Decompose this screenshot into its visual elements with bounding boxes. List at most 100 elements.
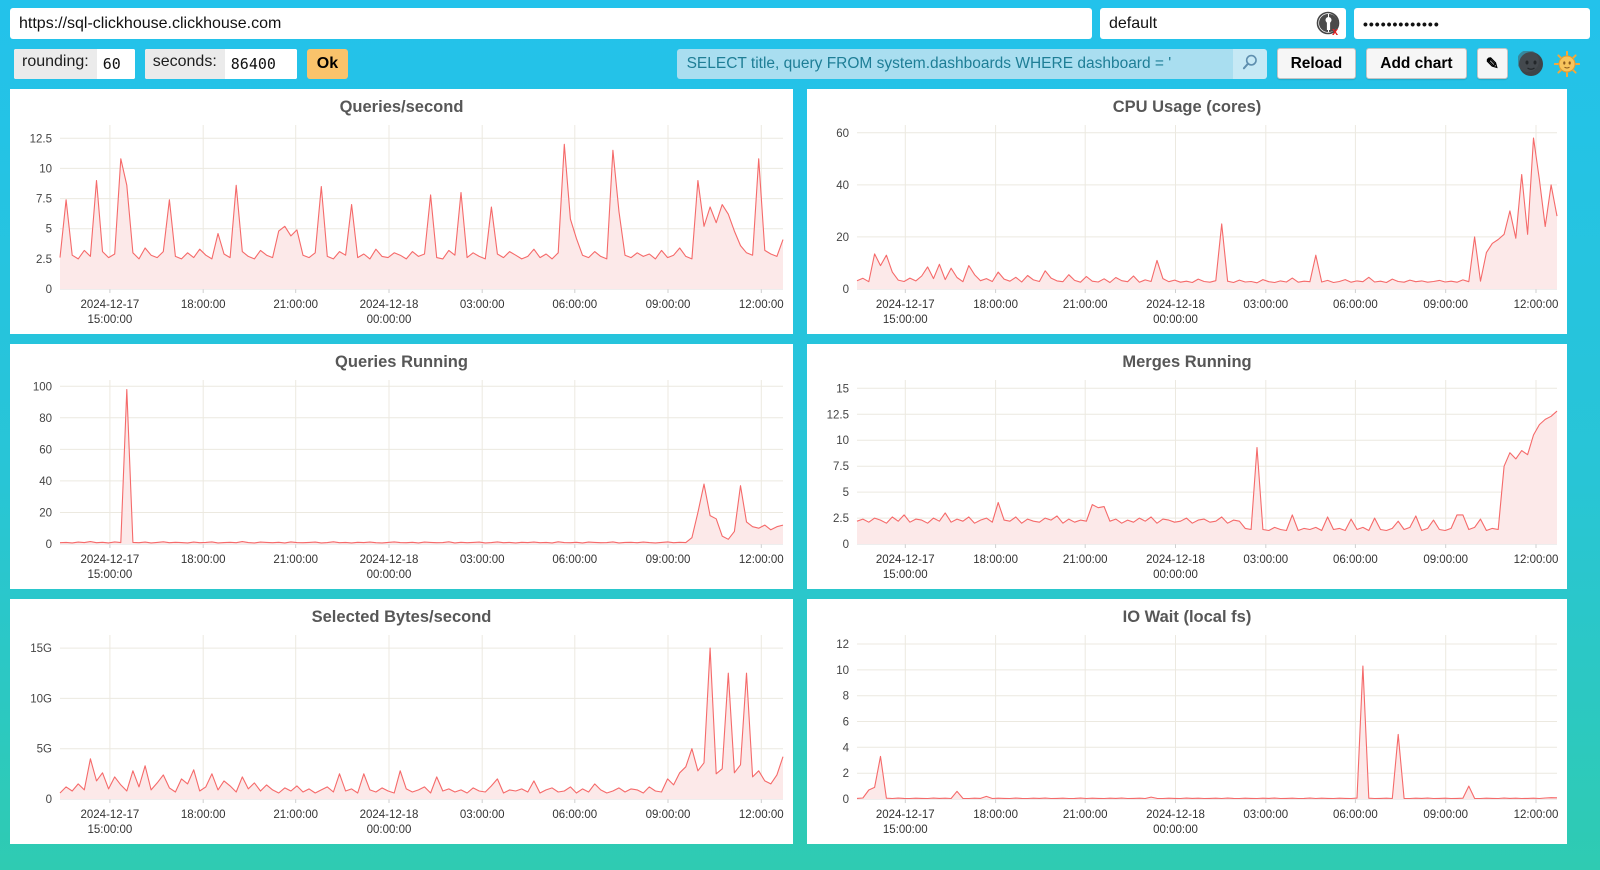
username-field-wrap: x bbox=[1100, 8, 1346, 39]
queries-per-second-plot[interactable]: 0 2.5 5 7.5 10 12.5 2024-12-17 15:00:00 18:00:00… bbox=[10, 119, 793, 331]
merges-running-plot[interactable]: 0 2.5 5 7.5 10 12.5 15 2024-12-17 15:00:00 18:00:… bbox=[807, 374, 1567, 586]
rounding-param: rounding: bbox=[14, 48, 135, 79]
selected-bytes-plot[interactable]: 0 5G 10G 15G 2024-12-17 15:00:00 18:00:00 21:00… bbox=[10, 629, 793, 841]
svg-text:7.5: 7.5 bbox=[36, 194, 52, 206]
pencil-icon: ✎ bbox=[1485, 55, 1499, 73]
svg-text:06:00:00: 06:00:00 bbox=[552, 809, 597, 821]
svg-text:12: 12 bbox=[836, 639, 849, 651]
svg-text:0: 0 bbox=[46, 794, 52, 806]
svg-text:06:00:00: 06:00:00 bbox=[552, 554, 597, 566]
svg-text:03:00:00: 03:00:00 bbox=[1243, 554, 1288, 566]
svg-text:06:00:00: 06:00:00 bbox=[1333, 554, 1378, 566]
svg-text:5: 5 bbox=[46, 224, 52, 236]
svg-text:18:00:00: 18:00:00 bbox=[181, 554, 226, 566]
svg-text:21:00:00: 21:00:00 bbox=[273, 299, 318, 311]
ok-button[interactable]: Ok bbox=[306, 48, 349, 79]
svg-text:4: 4 bbox=[843, 742, 850, 754]
svg-text:18:00:00: 18:00:00 bbox=[973, 809, 1018, 821]
svg-text:10: 10 bbox=[836, 665, 849, 677]
magnifier-icon bbox=[1241, 53, 1259, 74]
svg-text:09:00:00: 09:00:00 bbox=[646, 809, 691, 821]
svg-text:2024-12-17: 2024-12-17 bbox=[80, 299, 139, 311]
svg-text:2024-12-17: 2024-12-17 bbox=[876, 809, 935, 821]
svg-text:0: 0 bbox=[46, 284, 52, 296]
chart-card-queries-running: Queries Running 0 20 40 60 80 100 2024-12-17 15… bbox=[10, 344, 793, 589]
svg-text:21:00:00: 21:00:00 bbox=[1063, 299, 1108, 311]
svg-text:2.5: 2.5 bbox=[36, 254, 52, 266]
svg-text:09:00:00: 09:00:00 bbox=[646, 299, 691, 311]
sun-face-icon[interactable] bbox=[1553, 50, 1581, 77]
svg-text:00:00:00: 00:00:00 bbox=[1153, 569, 1198, 581]
moon-face-icon[interactable] bbox=[1517, 49, 1544, 77]
svg-text:00:00:00: 00:00:00 bbox=[367, 314, 412, 326]
svg-text:03:00:00: 03:00:00 bbox=[1243, 809, 1288, 821]
charts-grid: Queries/second 0 2.5 5 7.5 10 12.5 2024-12-17 1… bbox=[0, 79, 1600, 844]
svg-text:12:00:00: 12:00:00 bbox=[1514, 554, 1559, 566]
svg-text:00:00:00: 00:00:00 bbox=[367, 569, 412, 581]
svg-text:5: 5 bbox=[843, 487, 849, 499]
svg-text:18:00:00: 18:00:00 bbox=[973, 554, 1018, 566]
svg-text:0: 0 bbox=[843, 794, 849, 806]
username-input[interactable] bbox=[1100, 8, 1346, 39]
url-input[interactable] bbox=[10, 8, 1092, 39]
reload-button[interactable]: Reload bbox=[1276, 48, 1357, 79]
svg-text:18:00:00: 18:00:00 bbox=[973, 299, 1018, 311]
chart-card-selected-bytes: Selected Bytes/second 0 5G 10G 15G 2024-12-1… bbox=[10, 599, 793, 844]
svg-text:0: 0 bbox=[843, 284, 849, 296]
svg-text:09:00:00: 09:00:00 bbox=[1423, 299, 1468, 311]
svg-text:15: 15 bbox=[836, 383, 849, 395]
svg-text:0: 0 bbox=[46, 539, 52, 551]
chart-title: IO Wait (local fs) bbox=[1122, 608, 1252, 626]
svg-text:60: 60 bbox=[39, 444, 52, 456]
connection-bar: x bbox=[0, 0, 1600, 39]
dashboard-query-input[interactable] bbox=[676, 48, 1233, 79]
svg-text:60: 60 bbox=[836, 128, 849, 140]
dashboard-query-wrap bbox=[676, 48, 1267, 79]
svg-text:00:00:00: 00:00:00 bbox=[367, 824, 412, 836]
rounding-input[interactable] bbox=[96, 48, 135, 79]
chart-card-queries-per-second: Queries/second 0 2.5 5 7.5 10 12.5 2024-12-17 1… bbox=[10, 89, 793, 334]
chart-title: CPU Usage (cores) bbox=[1112, 98, 1262, 116]
svg-text:15:00:00: 15:00:00 bbox=[883, 314, 928, 326]
svg-text:2024-12-18: 2024-12-18 bbox=[360, 554, 419, 566]
add-chart-button[interactable]: Add chart bbox=[1366, 48, 1467, 79]
svg-text:12:00:00: 12:00:00 bbox=[1514, 299, 1559, 311]
svg-text:06:00:00: 06:00:00 bbox=[1333, 809, 1378, 821]
seconds-param: seconds: bbox=[144, 48, 297, 79]
cpu-usage-plot[interactable]: 0 20 40 60 2024-12-17 15:00:00 18:00:00 21:00:0… bbox=[807, 119, 1567, 331]
password-input[interactable] bbox=[1354, 8, 1590, 39]
svg-text:06:00:00: 06:00:00 bbox=[1333, 299, 1378, 311]
svg-text:12.5: 12.5 bbox=[30, 133, 52, 145]
svg-text:15:00:00: 15:00:00 bbox=[883, 569, 928, 581]
svg-text:18:00:00: 18:00:00 bbox=[181, 299, 226, 311]
svg-text:40: 40 bbox=[836, 180, 849, 192]
svg-text:12:00:00: 12:00:00 bbox=[739, 299, 784, 311]
svg-text:15:00:00: 15:00:00 bbox=[88, 824, 133, 836]
svg-text:10: 10 bbox=[39, 163, 52, 175]
seconds-input[interactable] bbox=[224, 48, 297, 79]
svg-text:6: 6 bbox=[843, 717, 849, 729]
rounding-label: rounding: bbox=[14, 48, 97, 79]
svg-text:15:00:00: 15:00:00 bbox=[883, 824, 928, 836]
search-button[interactable] bbox=[1232, 48, 1267, 79]
svg-text:2: 2 bbox=[843, 768, 849, 780]
svg-text:0: 0 bbox=[843, 539, 849, 551]
svg-text:15:00:00: 15:00:00 bbox=[88, 569, 133, 581]
svg-text:2024-12-18: 2024-12-18 bbox=[1146, 809, 1205, 821]
queries-running-plot[interactable]: 0 20 40 60 80 100 2024-12-17 15:00:00 18:00:00 21… bbox=[10, 374, 793, 586]
svg-text:03:00:00: 03:00:00 bbox=[460, 299, 505, 311]
svg-text:10: 10 bbox=[836, 435, 849, 447]
chart-title: Queries Running bbox=[335, 353, 468, 371]
svg-text:80: 80 bbox=[39, 413, 52, 425]
svg-text:21:00:00: 21:00:00 bbox=[273, 809, 318, 821]
svg-text:2024-12-18: 2024-12-18 bbox=[1146, 299, 1205, 311]
chart-card-cpu-usage: CPU Usage (cores) 0 20 40 60 2024-12-17 15:00… bbox=[807, 89, 1567, 334]
svg-text:09:00:00: 09:00:00 bbox=[646, 554, 691, 566]
edit-queries-button[interactable]: ✎ bbox=[1476, 48, 1508, 79]
svg-text:12:00:00: 12:00:00 bbox=[739, 809, 784, 821]
io-wait-plot[interactable]: 0 2 4 6 8 10 12 2024-12-17 15:00:00 18:00:00 21:00… bbox=[807, 629, 1567, 841]
svg-text:12:00:00: 12:00:00 bbox=[739, 554, 784, 566]
svg-text:2024-12-17: 2024-12-17 bbox=[876, 299, 935, 311]
chart-title: Selected Bytes/second bbox=[311, 608, 492, 626]
svg-text:8: 8 bbox=[843, 691, 849, 703]
